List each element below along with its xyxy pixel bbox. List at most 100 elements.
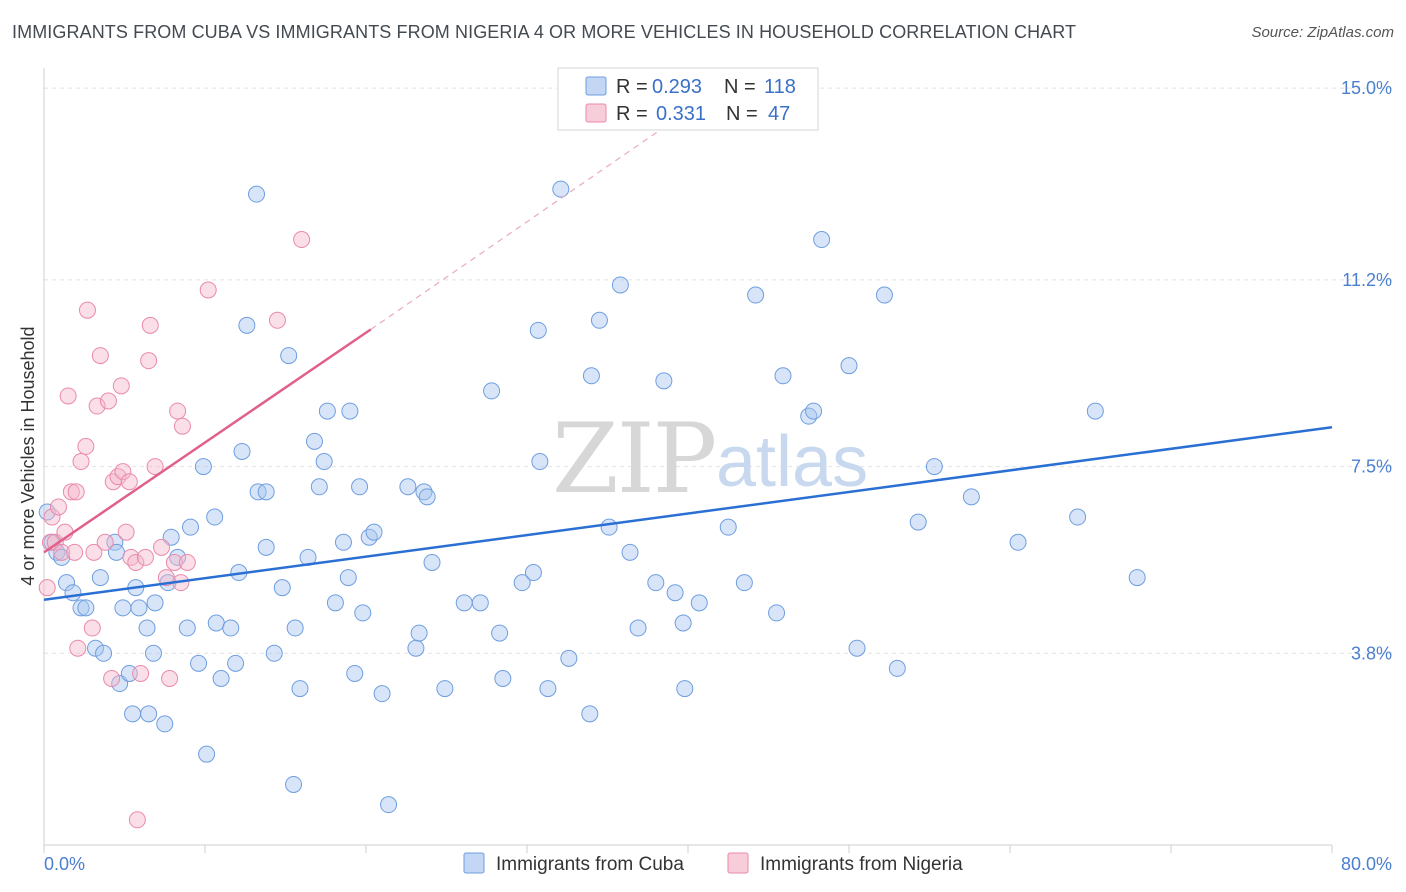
y-tick-label-0: 3.8% (1351, 643, 1392, 663)
legend-r-value-cuba: 0.293 (652, 76, 702, 98)
cuba-point-114 (1069, 508, 1087, 526)
nigeria-point-38 (165, 553, 183, 571)
cuba-point-104 (805, 402, 823, 420)
cuba-point-86 (582, 367, 600, 385)
cuba-point-23 (156, 715, 174, 733)
cuba-point-98 (719, 518, 737, 536)
cuba-point-61 (354, 604, 372, 622)
y-axis-label: 4 or more Vehicles in Household (18, 326, 38, 585)
nigeria-trend-extension (370, 128, 663, 330)
cuba-point-107 (848, 639, 866, 657)
cuba-point-100 (747, 286, 765, 304)
cuba-point-45 (273, 579, 291, 597)
cuba-point-69 (415, 483, 433, 501)
cuba-point-78 (513, 574, 531, 592)
nigeria-point-33 (141, 316, 159, 334)
cuba-point-49 (291, 680, 309, 698)
nigeria-point-15 (85, 543, 103, 561)
bottom-legend-swatch-cuba (463, 852, 485, 874)
legend-r-label-cuba: R = (616, 76, 648, 98)
cuba-point-65 (380, 796, 398, 814)
watermark: ZIP atlas (552, 403, 868, 515)
cuba-point-81 (529, 321, 547, 339)
nigeria-point-5 (53, 543, 71, 561)
cuba-trend-line (43, 425, 1333, 602)
y-tick-label-1: 7.5% (1351, 457, 1392, 477)
cuba-point-77 (494, 670, 512, 687)
cuba-point-106 (840, 357, 858, 375)
nigeria-point-30 (132, 664, 150, 682)
x-tick-label-min: 0.0% (44, 854, 85, 874)
nigeria-point-31 (136, 548, 154, 566)
cuba-point-103 (800, 407, 818, 425)
cuba-point-57 (339, 569, 357, 587)
cuba-point-62 (360, 528, 378, 546)
cuba-point-112 (962, 488, 980, 506)
nigeria-point-20 (103, 670, 121, 687)
nigeria-point-4 (49, 498, 67, 516)
bottom-legend-label-nigeria: Immigrants from Nigeria (760, 854, 963, 875)
cuba-point-95 (674, 614, 692, 632)
cuba-point-70 (418, 488, 436, 506)
cuba-point-63 (365, 523, 383, 541)
cuba-point-0 (38, 503, 56, 521)
nigeria-point-9 (66, 543, 84, 561)
x-ticks (43, 845, 1333, 853)
cuba-point-36 (227, 654, 245, 672)
nigeria-point-39 (169, 402, 187, 420)
nigeria-point-11 (72, 453, 90, 471)
cuba-point-110 (909, 513, 927, 531)
legend-r-value-nigeria: 0.331 (656, 103, 706, 125)
legend-n-value-nigeria: 47 (768, 103, 790, 125)
watermark-zip: ZIP (552, 403, 715, 515)
cuba-point-40 (248, 185, 266, 203)
cuba-point-48 (286, 619, 304, 637)
cuba-point-80 (531, 453, 549, 471)
nigeria-point-41 (173, 417, 191, 435)
cuba-point-72 (436, 680, 454, 698)
cuba-point-74 (471, 594, 489, 612)
nigeria-point-10 (69, 639, 87, 657)
cuba-point-5 (64, 584, 82, 602)
cuba-point-59 (346, 664, 364, 682)
cuba-point-4 (58, 574, 76, 592)
cuba-point-16 (124, 705, 142, 723)
cuba-point-111 (925, 458, 943, 476)
cuba-point-3 (53, 548, 71, 566)
cuba-point-116 (1128, 569, 1146, 587)
cuba-point-101 (768, 604, 786, 622)
legend-n-value-cuba: 118 (764, 76, 796, 98)
cuba-point-54 (318, 402, 336, 420)
cuba-point-18 (130, 599, 148, 617)
cuba-point-46 (280, 347, 298, 365)
trend-lines (43, 128, 1333, 602)
cuba-point-33 (207, 614, 225, 632)
nigeria-point-34 (146, 458, 164, 476)
cuba-point-102 (774, 367, 792, 385)
y-tick-label-2: 11.2% (1342, 270, 1392, 290)
cuba-point-88 (600, 518, 618, 536)
x-tick-label-max: 80.0% (1341, 854, 1392, 874)
cuba-point-99 (735, 574, 753, 592)
cuba-point-83 (552, 180, 570, 198)
cuba-point-97 (690, 594, 708, 612)
nigeria-point-8 (62, 483, 80, 501)
source-credit: Source: ZipAtlas.com (1251, 24, 1394, 41)
nigeria-point-2 (43, 508, 61, 526)
cuba-point-28 (182, 518, 200, 536)
cuba-point-71 (423, 553, 441, 571)
y-tick-labels: 3.8% 7.5% 11.2% 15.0% (1341, 78, 1392, 663)
cuba-point-113 (1009, 533, 1027, 551)
legend-n-label-cuba: N = (724, 76, 756, 98)
legend: R = 0.293 N = 118 R = 0.331 N = 47 (557, 67, 819, 131)
cuba-point-43 (257, 538, 275, 556)
nigeria-point-29 (128, 811, 146, 829)
nigeria-point-42 (178, 553, 196, 571)
cuba-point-47 (285, 775, 303, 793)
cuba-point-105 (813, 231, 831, 249)
cuba-point-44 (265, 644, 283, 662)
cuba-point-67 (407, 639, 425, 657)
cuba-point-32 (206, 508, 224, 526)
cuba-point-89 (611, 276, 629, 294)
cuba-point-22 (146, 594, 164, 612)
